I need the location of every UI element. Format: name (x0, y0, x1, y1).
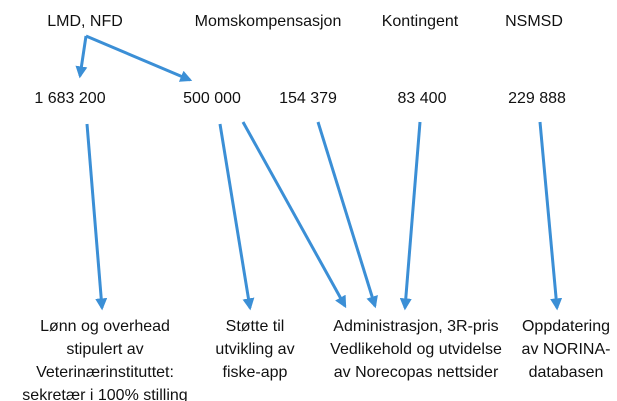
arrow (399, 121, 422, 311)
destination-line: Støtte til (226, 318, 285, 335)
arrow (316, 121, 378, 309)
destination-line: Administrasjon, 3R-pris (333, 318, 498, 335)
source-label: NSMSD (505, 13, 563, 30)
destination-line: Vedlikehold og utvidelse (330, 341, 502, 358)
destination-line: databasen (529, 364, 604, 381)
amount-label: 500 000 (183, 90, 241, 107)
source-label: Kontingent (382, 13, 459, 30)
amount-label: 1 683 200 (34, 90, 105, 107)
destination-line: utvikling av (215, 341, 294, 358)
destination-line: av Norecopas nettsider (334, 364, 499, 381)
arrow (538, 121, 563, 311)
destination-line: Veterinærinstituttet: (36, 364, 174, 381)
source-label: Momskompensasjon (195, 13, 342, 30)
destination-line: Oppdatering (522, 318, 610, 335)
amount-label: 83 400 (398, 90, 447, 107)
arrow (85, 34, 193, 82)
source-label: LMD, NFD (47, 13, 123, 30)
destination-line: sekretær i 100% stilling (22, 387, 187, 401)
arrow (85, 123, 108, 311)
amount-label: 154 379 (279, 90, 337, 107)
destination-line: Lønn og overhead (40, 318, 170, 335)
arrow (241, 121, 347, 309)
arrow (75, 35, 88, 79)
destination-line: fiske-app (223, 364, 288, 381)
destination-line: stipulert av (66, 341, 143, 358)
arrow (218, 123, 255, 311)
amount-label: 229 888 (508, 90, 566, 107)
destination-line: av NORINA- (522, 341, 611, 358)
arrows (75, 34, 563, 311)
